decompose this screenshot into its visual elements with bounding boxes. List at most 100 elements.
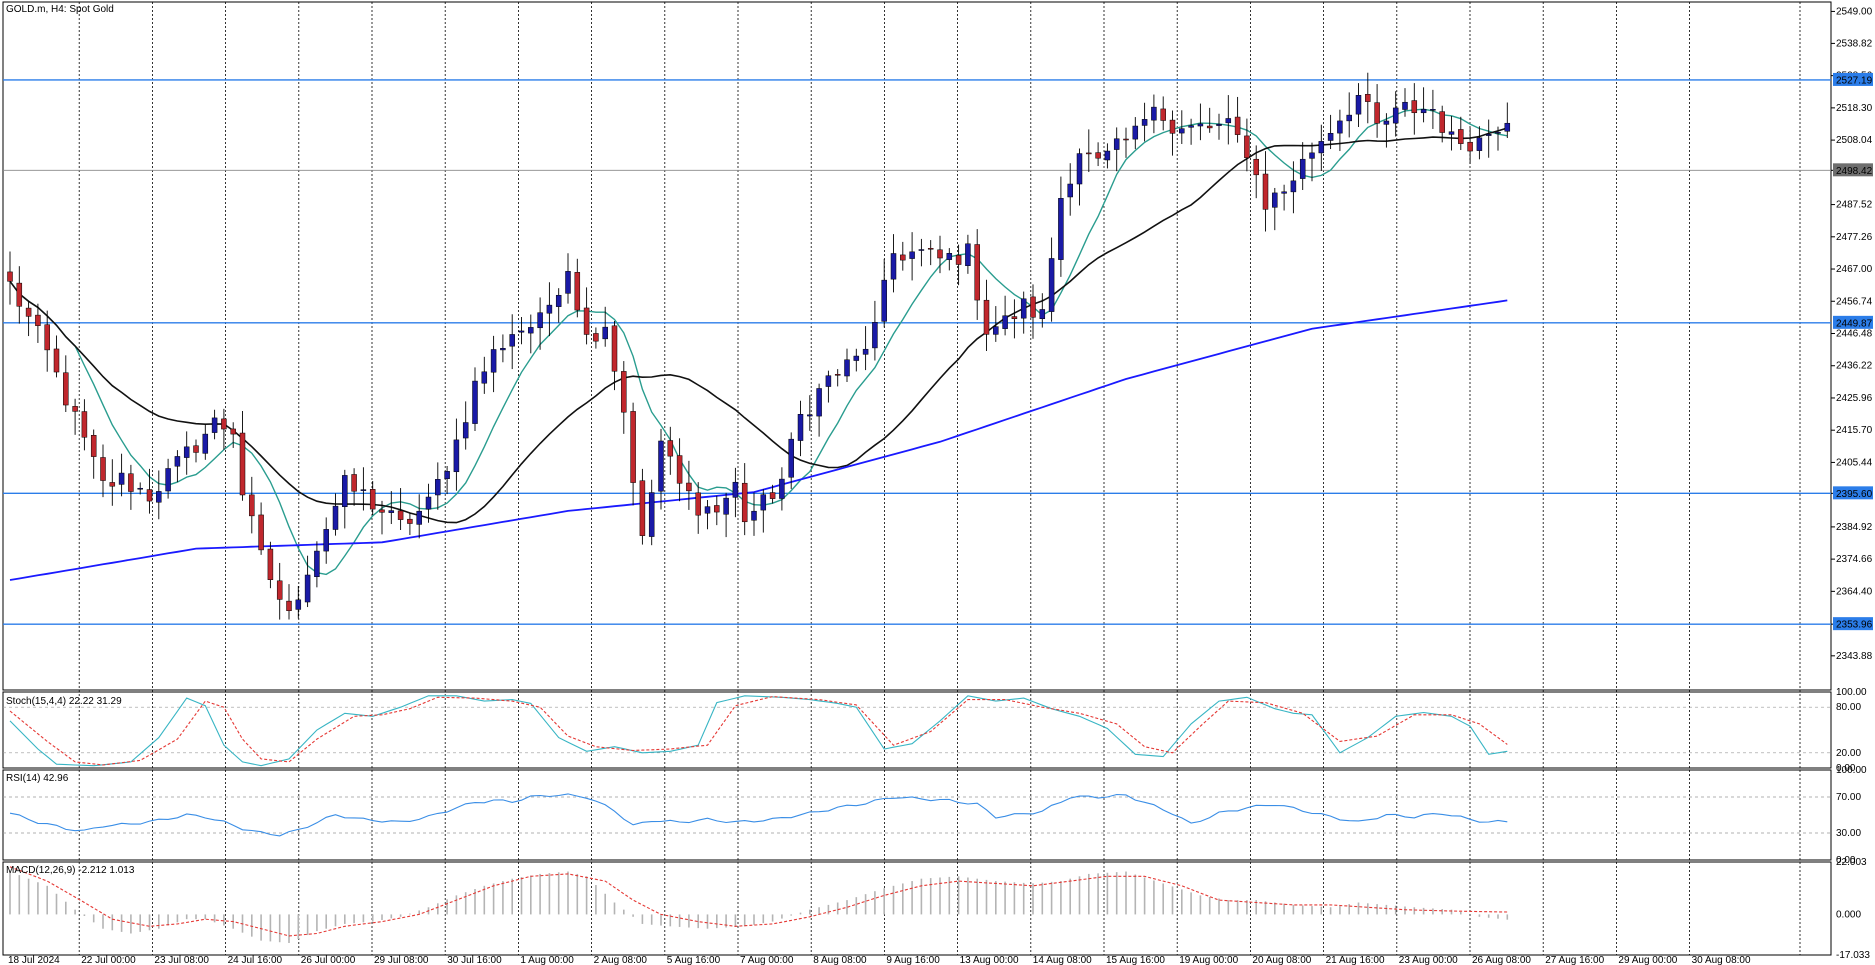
candle-body — [639, 480, 646, 536]
rsi-label: RSI(14) 42.96 — [6, 773, 69, 784]
candle-body — [1355, 95, 1362, 115]
candle-body — [602, 326, 608, 340]
candle-body — [741, 482, 748, 523]
candle-body — [751, 510, 757, 521]
x-tick-label: 8 Aug 08:00 — [813, 955, 867, 965]
candle-body — [546, 304, 553, 314]
x-axis: 18 Jul 2024 22 Jul 00:00 23 Jul 08:00 24 Ju… — [8, 955, 1751, 965]
candle-body — [407, 518, 413, 524]
candle-body — [109, 482, 116, 487]
candle-body — [1188, 125, 1194, 128]
candles — [7, 72, 1511, 620]
candle-body — [1309, 152, 1315, 159]
x-tick-label: 9 Aug 16:00 — [886, 955, 940, 965]
candle-body — [760, 494, 767, 511]
candle-body — [1290, 180, 1297, 193]
candle-body — [295, 599, 302, 610]
price-tag — [1833, 163, 1873, 177]
y-tick-label: 2487.52 — [1836, 200, 1873, 211]
candle-body — [1020, 298, 1027, 319]
x-tick-label: 26 Jul 00:00 — [301, 955, 356, 965]
candle-body — [1327, 133, 1334, 141]
y-tick-label: 22.003 — [1836, 857, 1867, 868]
price-tag-label: 2395.60 — [1836, 489, 1873, 500]
candle-body — [323, 529, 329, 552]
candle-body — [453, 439, 460, 473]
candle-body — [221, 418, 227, 430]
candle-body — [53, 348, 60, 373]
y-tick-label: 2467.00 — [1836, 264, 1873, 275]
y-tick-label: 2415.70 — [1836, 425, 1873, 436]
candle-body — [676, 455, 683, 484]
y-tick-label: 2405.44 — [1836, 457, 1873, 468]
candle-body — [462, 422, 469, 439]
candle-body — [1206, 125, 1213, 129]
y-tick-label: 2456.74 — [1836, 296, 1873, 307]
stoch-signal-line — [9, 696, 1508, 766]
x-tick-label: 19 Aug 00:00 — [1179, 955, 1238, 965]
candle-body — [137, 487, 143, 490]
candle-body — [1420, 109, 1427, 114]
candle-body — [369, 489, 376, 510]
candle-body — [1448, 131, 1455, 135]
candle-body — [1439, 111, 1445, 133]
candle-body — [723, 497, 729, 515]
candle-body — [1225, 118, 1232, 124]
price-tag — [1833, 72, 1873, 86]
price-tag — [1833, 486, 1873, 500]
candle-body — [881, 279, 887, 322]
y-tick-label: 2364.40 — [1836, 586, 1873, 597]
panel-stoch — [2, 691, 1832, 769]
candle-body — [779, 478, 785, 499]
candle-body — [1411, 100, 1418, 114]
x-tick-label: 23 Aug 00:00 — [1399, 955, 1458, 965]
y-tick-label: 20.00 — [1836, 748, 1861, 759]
candle-body — [342, 475, 348, 508]
candle-body — [769, 492, 776, 499]
candle-body — [118, 472, 125, 485]
rsi-line — [9, 793, 1508, 837]
candle-body — [183, 446, 190, 458]
candle-body — [165, 468, 171, 492]
main-chart-title: GOLD.m, H4: Spot Gold — [6, 4, 114, 15]
candle-body — [1048, 258, 1055, 312]
candle-body — [44, 324, 50, 351]
candle-body — [1476, 137, 1483, 151]
y-tick-label: 70.00 — [1836, 792, 1861, 803]
candle-body — [1346, 114, 1352, 122]
candle-body — [63, 372, 69, 406]
candle-body — [890, 253, 897, 280]
candle-body — [1234, 116, 1241, 135]
candle-body — [518, 330, 525, 333]
candle-body — [686, 482, 692, 492]
candle-body — [872, 322, 878, 349]
x-tick-label: 13 Aug 00:00 — [960, 955, 1019, 965]
candle-body — [1365, 94, 1371, 102]
candle-body — [286, 600, 292, 611]
candle-body — [1095, 152, 1101, 159]
candle-body — [193, 445, 199, 453]
candle-body — [490, 349, 497, 373]
y-tick-label: 2436.22 — [1836, 361, 1873, 372]
y-tick-label: 100.00 — [1836, 765, 1867, 776]
candle-body — [1495, 132, 1501, 134]
candle-body — [565, 271, 571, 294]
price-tag-label: 2527.19 — [1836, 75, 1873, 86]
stoch-label: Stoch(15,4,4) 22.22 31.29 — [6, 696, 122, 707]
candle-body — [1076, 153, 1083, 185]
candle-body — [797, 414, 804, 441]
y-tick-label: 2538.82 — [1836, 38, 1873, 49]
candle-body — [267, 548, 274, 580]
candle-body — [732, 481, 739, 498]
y-tick-label: 100.00 — [1836, 687, 1867, 698]
candle-body — [1318, 141, 1325, 154]
y-tick-label: 80.00 — [1836, 702, 1861, 713]
candle-body — [537, 312, 543, 329]
candle-body — [704, 506, 711, 514]
x-tick-label: 21 Aug 16:00 — [1326, 955, 1385, 965]
candle-body — [788, 438, 794, 478]
candle-body — [472, 380, 478, 424]
y-axes: 2549.002538.822528.562518.302508.042498.… — [1831, 6, 1873, 961]
horizontal-levels — [3, 79, 1831, 625]
candle-body — [90, 435, 97, 457]
